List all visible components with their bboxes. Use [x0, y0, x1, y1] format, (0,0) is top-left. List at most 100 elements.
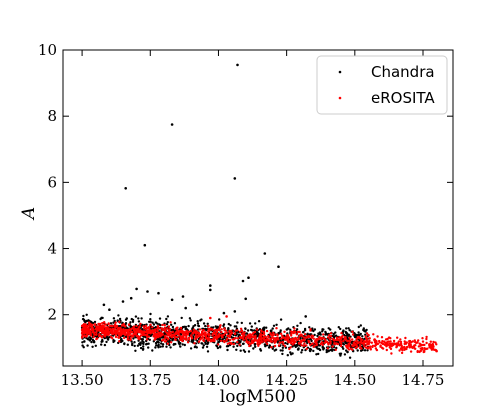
point-chandra [342, 347, 345, 350]
point-chandra [189, 347, 193, 350]
point-erosita [351, 330, 354, 333]
point-erosita [245, 340, 248, 343]
point-chandra [359, 349, 363, 352]
point-erosita [197, 331, 200, 334]
point-erosita [113, 327, 117, 330]
point-erosita [298, 330, 301, 334]
point-erosita [210, 338, 213, 342]
point-erosita [129, 334, 133, 337]
point-chandra [103, 343, 107, 347]
point-erosita [101, 331, 104, 335]
point-chandra [339, 327, 342, 331]
point-erosita [139, 334, 143, 337]
point-chandra [334, 331, 337, 334]
point-chandra [134, 349, 137, 352]
point-erosita [373, 338, 376, 342]
point-erosita [302, 339, 306, 342]
point-chandra [197, 324, 200, 327]
point-chandra [344, 330, 347, 334]
point-erosita [115, 332, 118, 335]
point-erosita [207, 324, 210, 328]
point-erosita [351, 333, 355, 336]
point-chandra [286, 354, 289, 357]
point-erosita [182, 330, 185, 333]
point-chandra [169, 346, 172, 349]
point-erosita [114, 335, 118, 339]
point-erosita [352, 341, 355, 345]
point-erosita [163, 340, 167, 343]
point-chandra [277, 331, 280, 335]
point-erosita [229, 342, 233, 345]
point-erosita [340, 331, 343, 335]
point-chandra [281, 352, 284, 356]
point-erosita [174, 332, 177, 336]
point-erosita [289, 338, 293, 341]
point-erosita [267, 339, 270, 342]
point-erosita [335, 336, 339, 339]
point-erosita [297, 341, 301, 345]
point-erosita [173, 338, 177, 341]
point-chandra [337, 326, 340, 329]
point-chandra [83, 340, 86, 343]
point-erosita [365, 343, 368, 346]
point-erosita [333, 342, 336, 345]
point-erosita [298, 335, 301, 338]
point-erosita [256, 342, 259, 345]
point-erosita [365, 337, 369, 340]
point-chandra [196, 322, 200, 325]
point-erosita [101, 321, 104, 325]
y-axis-label: A [19, 207, 39, 221]
point-chandra [295, 328, 299, 331]
point-erosita [83, 332, 86, 335]
point-chandra [187, 324, 190, 328]
point-erosita [366, 347, 370, 350]
point-erosita [103, 321, 106, 324]
point-erosita [152, 333, 156, 337]
point-erosita [154, 335, 157, 338]
point-erosita [130, 330, 134, 334]
point-erosita [301, 335, 304, 338]
point-erosita [400, 348, 404, 351]
point-chandra [81, 341, 84, 344]
point-chandra [256, 332, 260, 335]
point-erosita [95, 329, 99, 332]
point-chandra [279, 318, 283, 321]
point-erosita [155, 332, 159, 335]
point-erosita [161, 329, 164, 332]
point-erosita [223, 340, 226, 344]
point-erosita [149, 323, 152, 326]
point-chandra [206, 322, 209, 325]
point-erosita [294, 340, 297, 344]
point-chandra [112, 321, 115, 324]
point-chandra [154, 346, 157, 349]
point-erosita [365, 332, 369, 335]
legend: Chandra eROSITA [316, 55, 448, 115]
point-chandra [365, 328, 368, 332]
point-erosita [164, 335, 167, 338]
point-chandra [347, 333, 351, 336]
point-erosita [102, 326, 105, 329]
point-erosita [307, 340, 311, 343]
point-chandra [301, 348, 304, 352]
point-chandra [250, 325, 253, 328]
point-erosita [238, 330, 242, 334]
point-chandra [130, 317, 133, 321]
point-erosita [119, 334, 123, 337]
point-chandra [120, 337, 123, 341]
point-erosita [375, 339, 378, 343]
point-chandra [276, 341, 280, 344]
point-erosita [262, 335, 266, 338]
point-chandra [253, 343, 257, 346]
point-chandra [289, 353, 293, 356]
point-erosita [379, 345, 382, 348]
point-erosita [409, 345, 413, 348]
point-erosita [242, 334, 245, 337]
point-erosita [133, 327, 137, 331]
point-erosita [163, 324, 166, 327]
point-chandra [343, 353, 347, 356]
point-chandra [151, 349, 154, 352]
point-chandra [216, 325, 219, 328]
point-chandra [281, 346, 285, 349]
point-erosita [331, 337, 335, 340]
